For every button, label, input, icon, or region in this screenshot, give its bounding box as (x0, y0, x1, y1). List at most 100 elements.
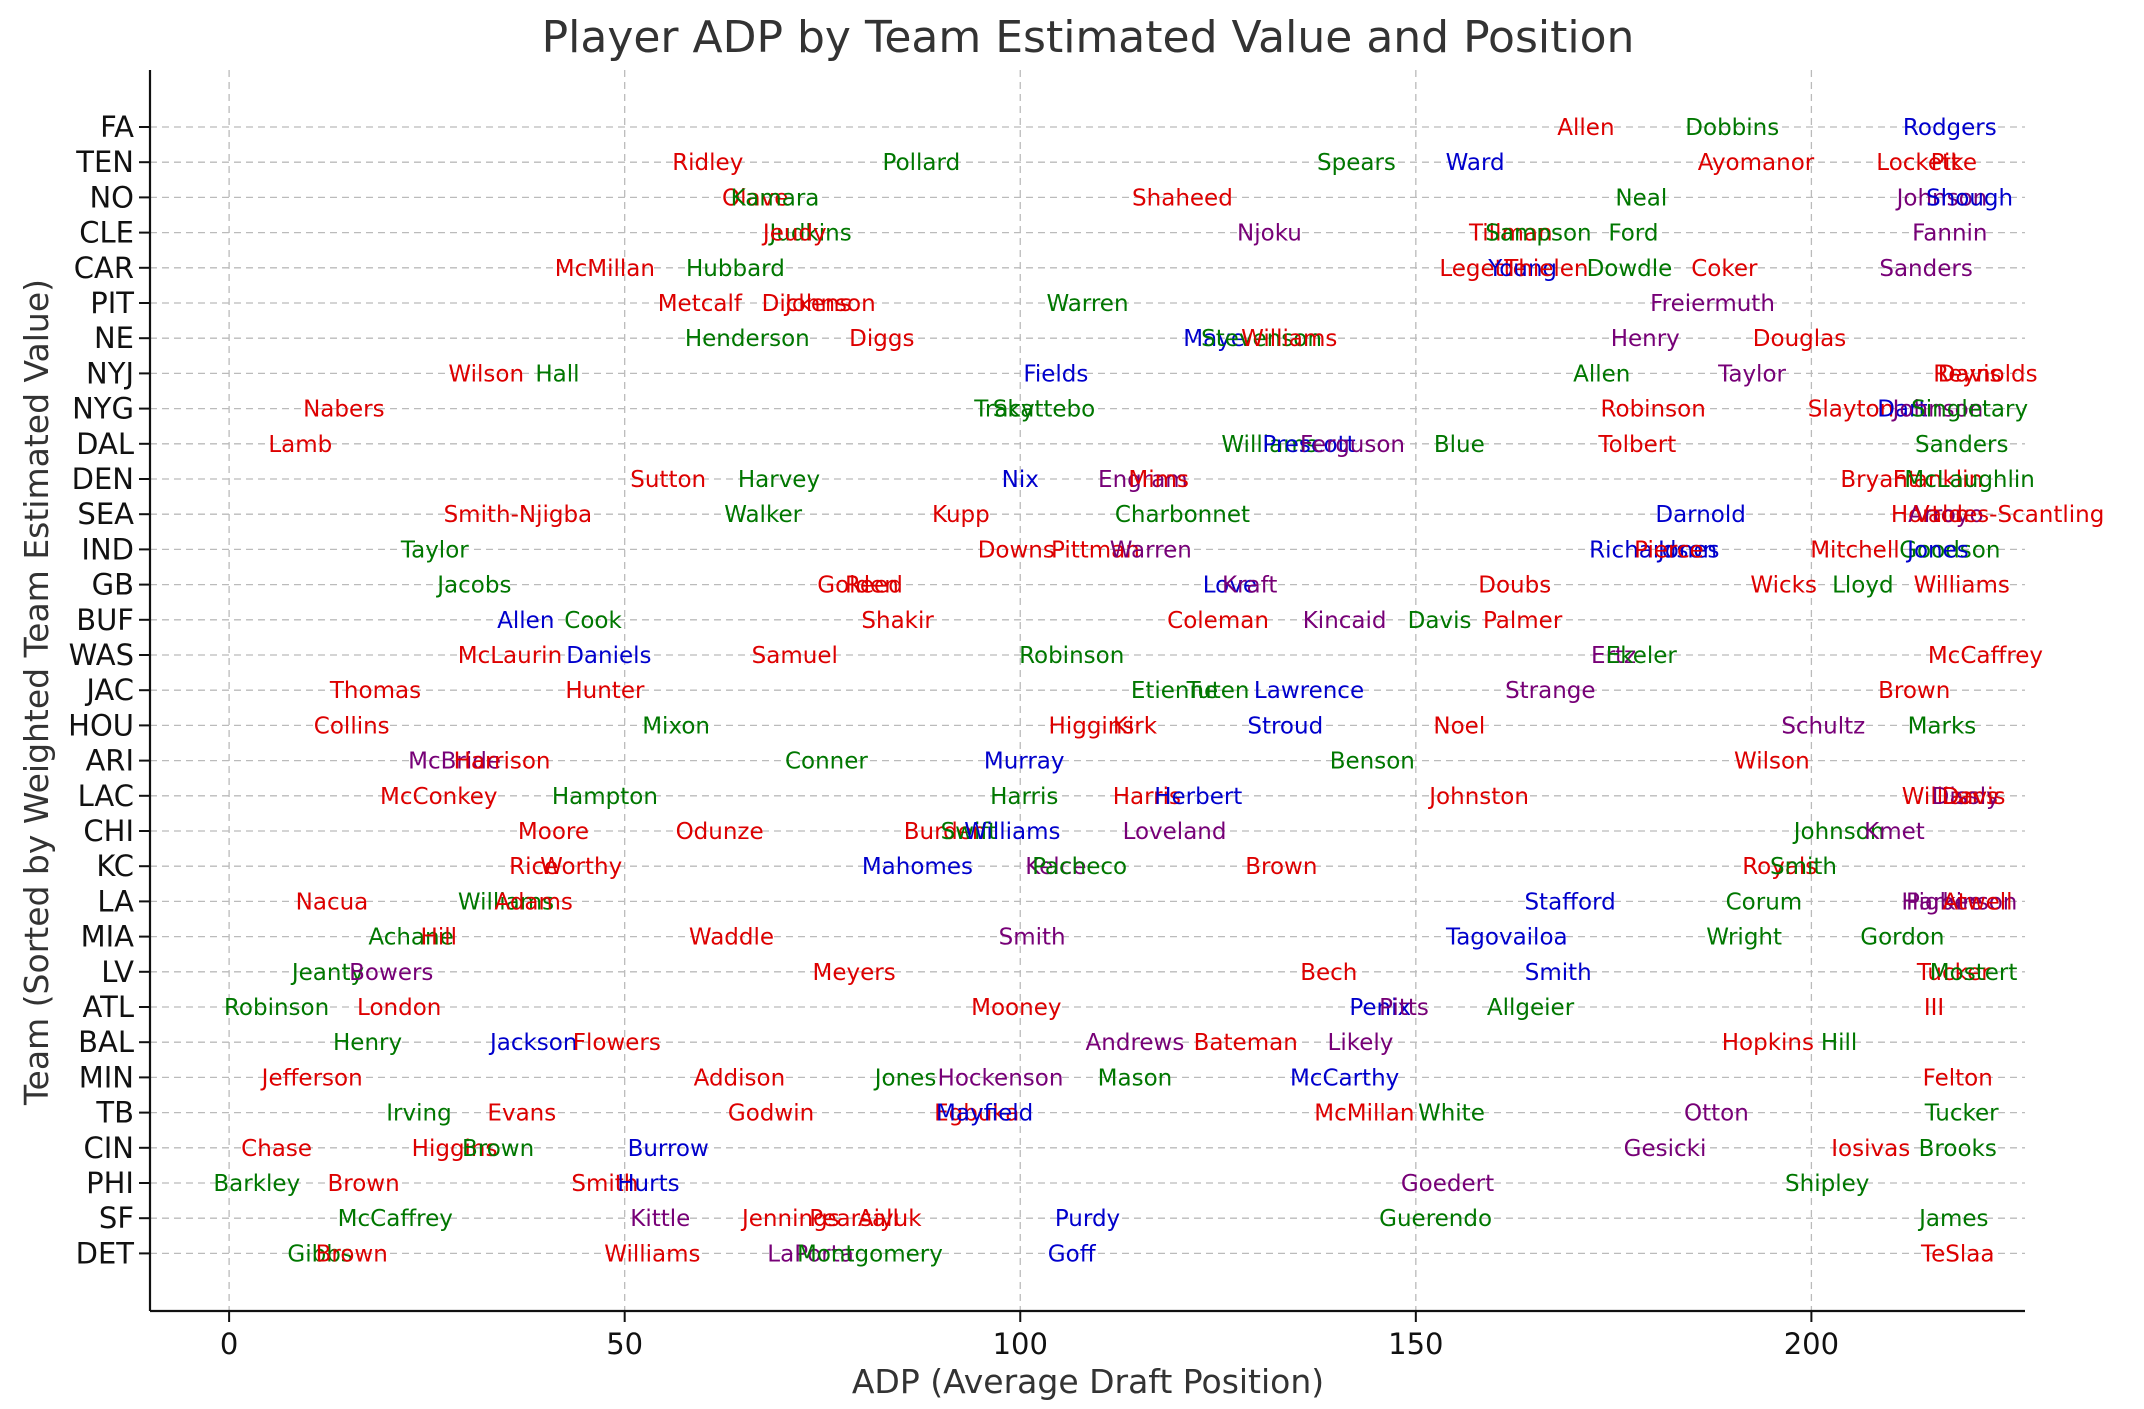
player-label: Bowers (349, 960, 433, 986)
player-label: Shaheed (1132, 185, 1233, 211)
player-label: Wilson (448, 361, 524, 387)
player-label: Pearsall (809, 1206, 899, 1232)
player-label: Ridley (672, 150, 743, 176)
player-label: Irving (386, 1101, 451, 1127)
player-label: Fields (1023, 361, 1088, 387)
player-label: Robinson (1019, 643, 1124, 669)
player-label: Kraft (1222, 573, 1277, 599)
player-label: Strange (1505, 678, 1596, 704)
chart-title: Player ADP by Team Estimated Value and P… (542, 12, 1635, 63)
player-label: Herbert (1154, 784, 1242, 810)
player-label: Conner (785, 749, 868, 775)
player-label: Golden (817, 573, 899, 599)
player-label: Schultz (1781, 713, 1865, 739)
player-label: Douglas (1753, 326, 1846, 352)
player-label: Rice (509, 854, 558, 880)
y-tick-label: LAC (78, 779, 134, 813)
player-label: Franklin (1893, 467, 1983, 493)
player-label: Bateman (1194, 1030, 1298, 1056)
player-label: Thomas (329, 678, 421, 704)
player-label: Sutton (630, 467, 706, 493)
player-label: Marks (1908, 713, 1977, 739)
player-label: Allen (497, 608, 554, 634)
player-label: McLaughlin (1904, 467, 2035, 493)
grid-layer (150, 70, 2025, 1311)
player-label: Bech (1300, 960, 1357, 986)
player-label: Henry (1611, 326, 1680, 352)
player-label: Evans (487, 1101, 556, 1127)
player-label: Singletary (1911, 397, 2028, 423)
player-label: Stroud (1247, 713, 1323, 739)
y-tick-label: NYJ (86, 356, 134, 390)
player-label: Kmet (1864, 819, 1925, 845)
player-label: Hall (535, 361, 579, 387)
player-label: Hubbard (686, 256, 785, 282)
player-label: Burrow (628, 1136, 709, 1162)
player-label: Judkins (767, 221, 851, 247)
player-label: Tucker (1916, 960, 1991, 986)
x-tick-label: 100 (993, 1327, 1048, 1361)
player-label: Higgins (1049, 713, 1135, 739)
player-label: Olave (722, 185, 788, 211)
player-label: Charbonnet (1115, 502, 1250, 528)
player-label: Otton (1684, 1101, 1749, 1127)
player-label: Williams (1914, 573, 2010, 599)
player-label: Pittman (1051, 537, 1140, 563)
player-label: James (1917, 1206, 1988, 1232)
player-label: Noel (1433, 713, 1485, 739)
player-label: Hopkins (1722, 1030, 1814, 1056)
y-tick-label: LV (101, 955, 134, 989)
x-tick-label: 150 (1388, 1327, 1443, 1361)
player-label: Meyers (813, 960, 896, 986)
player-label: Nix (1002, 467, 1039, 493)
player-label: Nabers (303, 397, 385, 423)
player-label: Flowers (573, 1030, 661, 1056)
player-label: Odunze (676, 819, 764, 845)
player-label: McConkey (380, 784, 497, 810)
player-label: Murray (984, 749, 1065, 775)
y-tick-label: ATL (83, 990, 134, 1024)
player-label: Kupp (932, 502, 990, 528)
player-label: Hill (421, 925, 457, 951)
player-label: Smith-Njigba (444, 502, 593, 528)
player-label: Jones (1905, 537, 1969, 563)
player-label: Williams (604, 1241, 700, 1267)
player-label: Thielen (1503, 256, 1588, 282)
y-tick-label: PHI (86, 1166, 134, 1200)
player-label: Brooks (1919, 1136, 1997, 1162)
y-tick-label: BAL (78, 1025, 134, 1059)
player-label: Prescott (1262, 432, 1355, 458)
player-label: Jacobs (435, 573, 511, 599)
player-label: Jones (1656, 537, 1720, 563)
player-label: Sanders (1915, 432, 2008, 458)
y-tick-label: MIN (79, 1060, 134, 1094)
x-axis-label: ADP (Average Draft Position) (852, 1362, 1324, 1401)
player-label: Williams (1902, 784, 1998, 810)
player-label: Henry (333, 1030, 402, 1056)
player-label: Taylor (400, 537, 469, 563)
player-label: Kelce (1025, 854, 1086, 880)
y-tick-label: IND (81, 532, 134, 566)
player-label: Wicks (1750, 573, 1817, 599)
player-label: Reynolds (1933, 361, 2037, 387)
player-label: TeSlaa (1920, 1241, 1994, 1267)
y-tick-label: CLE (79, 216, 134, 250)
player-label: Stafford (1524, 889, 1615, 915)
player-label: Hampton (552, 784, 658, 810)
y-tick-label: ARI (85, 744, 134, 778)
player-label: Henderson (685, 326, 810, 352)
player-label: Williams (1241, 326, 1337, 352)
player-label: Blue (1434, 432, 1485, 458)
player-label: Collins (314, 713, 390, 739)
player-label: Brown (1245, 854, 1317, 880)
player-label: Higgins (412, 1136, 498, 1162)
player-label: Mitchell (1810, 537, 1899, 563)
player-label: Shough (1926, 185, 2013, 211)
player-label: Corum (1726, 889, 1803, 915)
player-label: Hill (1821, 1030, 1857, 1056)
player-label: Jackson (488, 1030, 577, 1056)
player-label: Swift (941, 819, 998, 845)
player-label: Brown (462, 1136, 534, 1162)
